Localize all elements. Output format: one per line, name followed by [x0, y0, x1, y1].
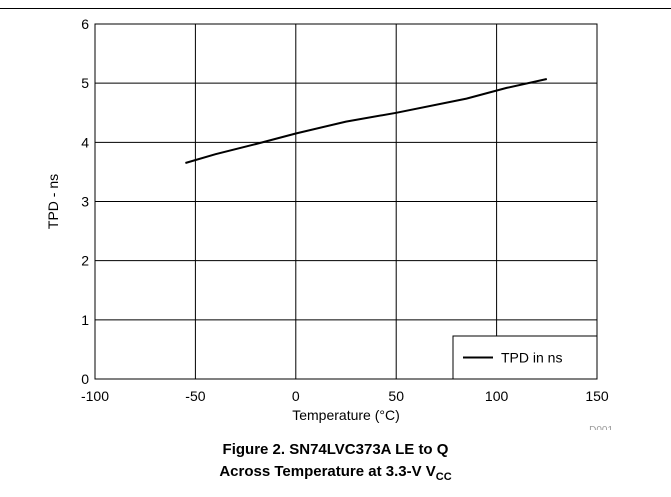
y-tick-label-4: 4: [81, 134, 89, 150]
line-chart: 0 1 2 3 4 5 6 -100 -50 0 50 100 150 TPD - ns Temper…: [45, 16, 613, 430]
figure-caption-line1: Figure 2. SN74LVC373A LE to Q: [222, 441, 449, 458]
caption-line2-text: Across Temperature at 3.3-V V: [219, 463, 436, 480]
x-axis-title: Temperature (°C): [292, 407, 400, 423]
x-tick-label-0: -100: [81, 388, 109, 404]
y-tick-label-1: 1: [81, 312, 89, 328]
caption-subscript: CC: [435, 471, 452, 483]
plot-frame: [94, 23, 598, 380]
legend: TPD in ns: [452, 335, 598, 380]
legend-label: TPD in ns: [501, 350, 562, 366]
x-tick-label-4: 100: [485, 388, 509, 404]
series-line-tpd: [185, 78, 548, 164]
x-tick-label-3: 50: [388, 388, 404, 404]
x-tick-label-2: 0: [292, 388, 300, 404]
y-tick-label-3: 3: [81, 194, 89, 210]
y-tick-label-5: 5: [81, 75, 89, 91]
x-tick-label-1: -50: [185, 388, 205, 404]
y-axis-title: TPD - ns: [45, 174, 61, 229]
y-tick-label-6: 6: [81, 16, 89, 32]
figure-caption-line2: Across Temperature at 3.3-V VCC: [0, 462, 671, 483]
y-tick-label-2: 2: [81, 253, 89, 269]
x-tick-label-5: 150: [585, 388, 609, 404]
x-tick-labels: -100 -50 0 50 100 150: [81, 388, 609, 404]
y-tick-labels: 0 1 2 3 4 5 6: [81, 16, 89, 387]
top-rule: [0, 8, 671, 9]
grid-lines: [94, 23, 598, 380]
y-tick-label-0: 0: [81, 371, 89, 387]
figure-id: D001: [589, 425, 613, 430]
